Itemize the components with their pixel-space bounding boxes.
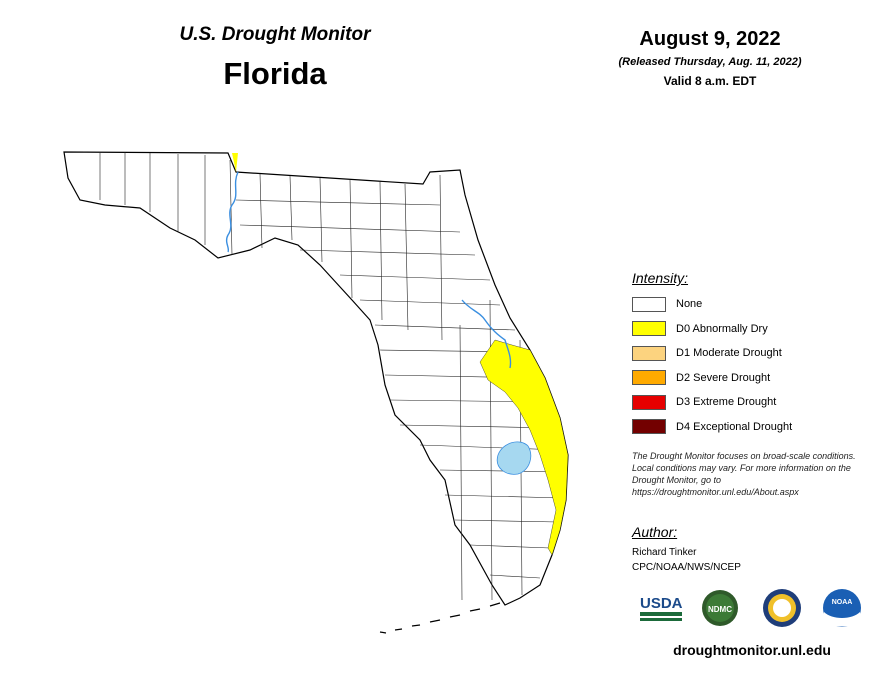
legend-swatch <box>632 296 666 312</box>
noaa-logo: NOAA <box>823 589 861 627</box>
st-johns-river <box>461 299 512 369</box>
release-date: (Released Thursday, Aug. 11, 2022) <box>618 56 802 68</box>
legend-label: D4 Exceptional Drought <box>676 420 793 433</box>
usda-logo-text: USDA <box>640 595 683 612</box>
author-title: Author: <box>632 524 678 540</box>
legend-item: D0 Abnormally Dry <box>632 317 872 342</box>
legend-item: D2 Severe Drought <box>632 366 872 391</box>
florida-keys <box>379 602 501 634</box>
map-date: August 9, 2022 <box>639 28 781 50</box>
legend-item: None <box>632 292 872 317</box>
lake-okeechobee <box>496 441 532 475</box>
legend-label: D1 Moderate Drought <box>676 347 782 360</box>
map-title: Florida <box>223 56 327 91</box>
author-name: Richard Tinker <box>632 547 697 558</box>
partner-logos: USDA NDMC NOAA <box>640 589 861 627</box>
legend-swatch <box>632 394 666 410</box>
doc-seal-logo <box>763 589 801 627</box>
valid-time: Valid 8 a.m. EDT <box>663 74 757 88</box>
legend-title: Intensity: <box>632 270 689 286</box>
legend-item: D1 Moderate Drought <box>632 341 872 366</box>
florida-map <box>63 151 569 634</box>
legend-label: D3 Extreme Drought <box>676 396 777 409</box>
ndmc-logo: NDMC <box>702 590 738 626</box>
source-url[interactable]: droughtmonitor.unl.edu <box>673 642 831 658</box>
ndmc-logo-text: NDMC <box>708 605 732 614</box>
apalachicola-river <box>225 171 239 253</box>
legend-item: D4 Exceptional Drought <box>632 415 872 440</box>
legend-label: D2 Severe Drought <box>676 371 771 384</box>
noaa-logo-text: NOAA <box>832 599 853 606</box>
legend: Intensity: None D0 Abnormally Dry D1 Mod… <box>632 270 872 439</box>
d0-area <box>232 153 238 172</box>
legend-swatch <box>632 345 666 361</box>
map-subtitle: U.S. Drought Monitor <box>179 24 371 45</box>
legend-label: None <box>676 298 703 311</box>
legend-item: D3 Extreme Drought <box>632 390 872 415</box>
disclaimer-note: The Drought Monitor focuses on broad-sca… <box>632 451 856 497</box>
legend-swatch <box>632 370 666 386</box>
d0-area-east-coast <box>479 339 569 556</box>
legend-swatch <box>632 419 666 435</box>
legend-swatch <box>632 321 666 337</box>
usda-logo: USDA <box>640 595 683 621</box>
author-org: CPC/NOAA/NWS/NCEP <box>632 562 741 573</box>
legend-label: D0 Abnormally Dry <box>676 322 768 335</box>
